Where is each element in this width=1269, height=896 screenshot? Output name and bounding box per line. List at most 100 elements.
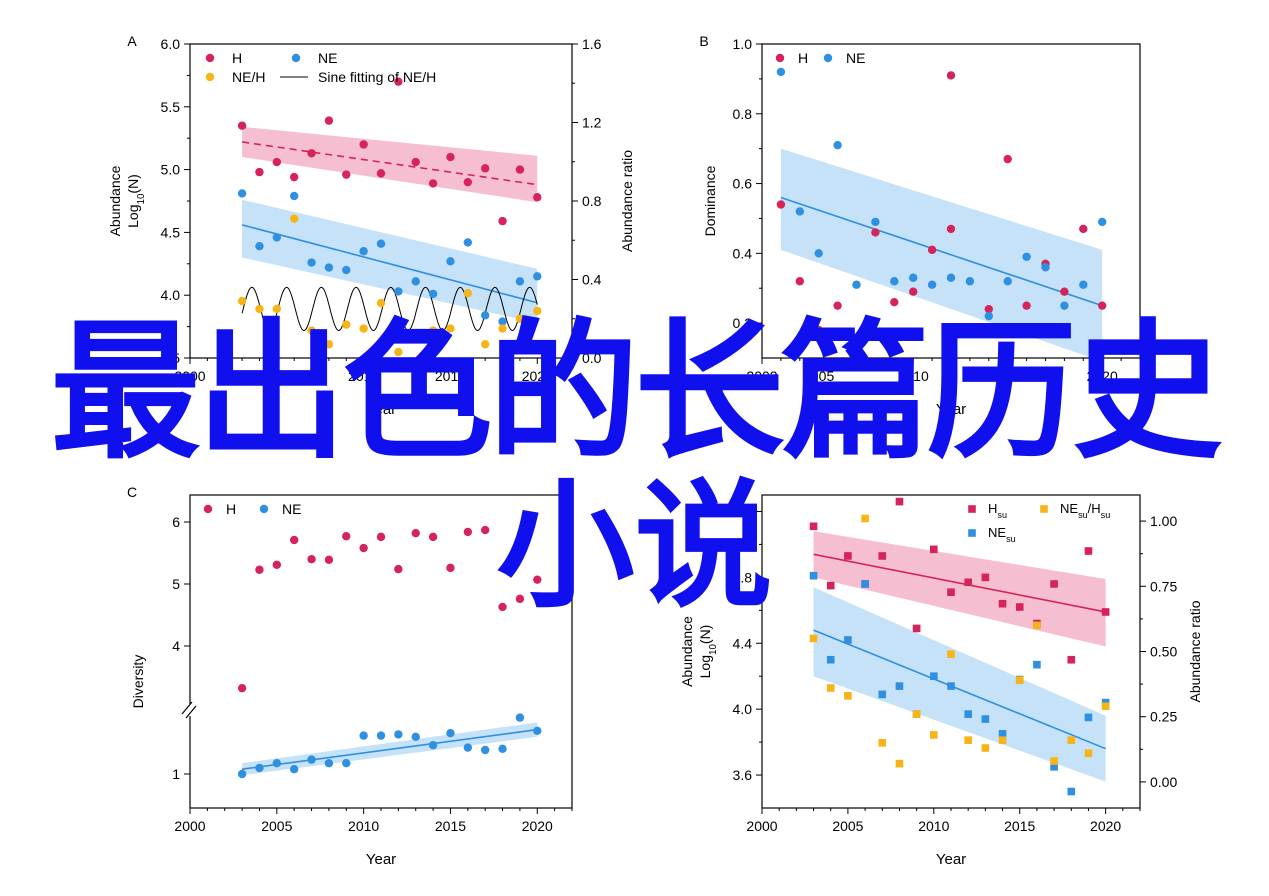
data-point-ne <box>1079 280 1088 289</box>
data-point-ne <box>272 759 282 768</box>
data-point-nesu <box>1033 660 1041 669</box>
data-point-ne <box>498 317 507 326</box>
y2-tick-label: 1.00 <box>1150 513 1177 529</box>
data-point-hsu <box>1084 547 1093 555</box>
data-point-ne-h <box>237 296 247 306</box>
data-point-nesu-hsu <box>826 684 835 692</box>
data-point-h <box>871 228 880 237</box>
data-point-ne <box>480 745 490 755</box>
data-point-nesu-hsu <box>878 738 887 747</box>
data-point-ne <box>498 744 507 753</box>
data-point-ne-h <box>446 324 455 333</box>
data-point-h <box>342 532 351 541</box>
data-point-hsu <box>895 497 904 506</box>
y2-tick-label: 0.0 <box>582 350 602 366</box>
fit-line-NE <box>780 196 1103 307</box>
legend-label: H <box>232 50 242 66</box>
data-point-hsu <box>878 552 887 560</box>
x-axis-label: Year <box>936 851 966 868</box>
data-point-nesu-hsu <box>1067 736 1076 744</box>
y-tick-label: 4.8 <box>733 569 753 585</box>
data-point-ne <box>307 755 316 764</box>
data-point-ne <box>909 273 918 282</box>
data-point-ne <box>814 249 823 258</box>
data-point-nesu-hsu <box>947 650 955 658</box>
confidence-band-NE <box>242 199 538 323</box>
data-point-ne-h <box>307 326 316 335</box>
legend-label: NEsu <box>988 525 1016 544</box>
y-tick-label: 4.5 <box>161 224 181 240</box>
data-point-nesu <box>930 672 938 681</box>
panel-label: A <box>127 33 137 49</box>
data-point-h <box>342 170 351 179</box>
data-point-h <box>359 140 368 149</box>
data-point-nesu-hsu <box>1101 702 1110 711</box>
data-point-h <box>946 71 956 80</box>
legend: Hsu NEsu/Hsu NEsu <box>968 501 1110 544</box>
data-point-ne <box>359 247 368 256</box>
x-tick-label: 2020 <box>1087 368 1118 384</box>
y-tick-label: 5 <box>172 576 180 592</box>
data-point-h <box>307 149 316 158</box>
y-tick-label: 3.6 <box>733 767 753 783</box>
data-point-ne-h <box>480 340 490 349</box>
data-point-h <box>376 532 386 542</box>
data-point-h <box>237 121 247 130</box>
y2-axis-label: Abundance ratio <box>1187 600 1203 702</box>
data-point-ne <box>984 311 993 321</box>
data-point-h <box>1060 287 1069 296</box>
y2-tick-label: 0.75 <box>1150 578 1177 594</box>
data-point-ne <box>833 140 842 150</box>
x-tick-label: 2005 <box>261 368 292 384</box>
confidence-band-NEsu <box>813 587 1106 782</box>
data-point-h <box>498 216 507 226</box>
data-point-hsu <box>981 573 990 582</box>
data-point-ne-h <box>376 298 386 308</box>
data-point-ne <box>342 759 351 768</box>
data-point-ne-h <box>533 306 542 316</box>
data-point-h <box>795 277 804 286</box>
data-point-h <box>394 77 403 86</box>
data-point-ne <box>376 731 386 740</box>
y-axis-label: Abundance <box>107 165 123 236</box>
data-point-ne-h <box>498 324 507 333</box>
axis-break-gap <box>182 704 198 716</box>
data-point-h <box>324 116 334 125</box>
data-point-ne-h <box>463 289 473 298</box>
x-tick-label: 2020 <box>1090 818 1121 834</box>
data-point-ne-h <box>342 320 351 329</box>
data-point-ne <box>394 287 403 296</box>
data-point-h <box>289 172 299 182</box>
confidence-band-NE <box>780 148 1103 358</box>
x-tick-label: 2010 <box>348 368 379 384</box>
data-point-nesu-hsu <box>861 514 869 523</box>
data-point-nesu-hsu <box>930 731 938 739</box>
legend-dot-ne <box>259 504 269 514</box>
y2-tick-label: 0.50 <box>1150 644 1177 660</box>
x-axis-label: Year <box>366 851 396 868</box>
data-point-h <box>324 555 334 565</box>
data-point-ne <box>359 731 368 740</box>
y-tick-label: 1 <box>172 766 180 782</box>
data-point-ne-h <box>324 340 334 349</box>
fit-line-H <box>241 141 538 186</box>
axis-break-mark <box>181 701 193 715</box>
data-point-nesu <box>947 682 955 690</box>
y-tick-label: 4 <box>172 638 180 654</box>
data-point-ne <box>237 189 247 198</box>
data-point-ne-h <box>394 347 403 357</box>
data-point-nesu <box>844 636 852 644</box>
data-point-hsu <box>844 552 852 560</box>
data-point-ne <box>307 258 316 267</box>
data-point-h <box>1098 301 1107 310</box>
x-tick-label: 2020 <box>522 368 553 384</box>
data-point-ne <box>411 732 420 741</box>
data-point-h <box>411 528 420 538</box>
y2-tick-label: 1.2 <box>582 115 602 131</box>
x-tick-label: 2005 <box>832 818 863 834</box>
panel-label: B <box>699 33 708 49</box>
legend-label: NE/H <box>232 69 265 85</box>
legend-label: NE <box>318 50 337 66</box>
data-point-ne-h <box>359 324 368 333</box>
